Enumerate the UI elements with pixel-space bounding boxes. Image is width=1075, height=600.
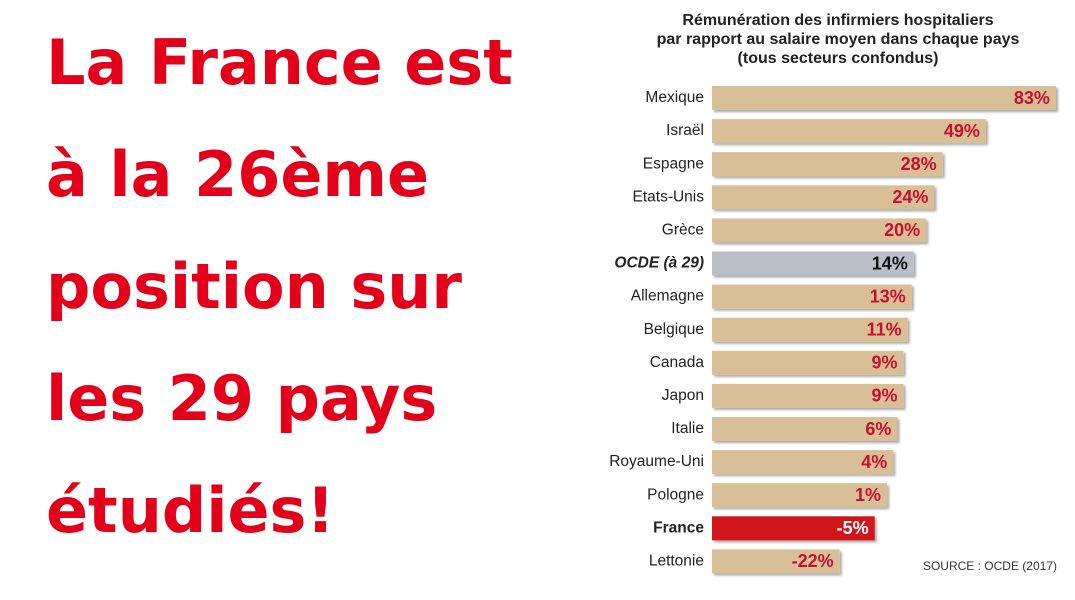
category-label: Lettonie — [649, 552, 704, 569]
category-label: Etats-Unis — [633, 188, 705, 205]
chart-title: par rapport au salaire moyen dans chaque… — [657, 31, 1020, 48]
bar — [712, 350, 904, 375]
bar — [712, 152, 943, 177]
bar — [712, 383, 904, 408]
headline-line: position sur — [46, 250, 462, 323]
bar — [712, 86, 1056, 110]
category-label: Canada — [650, 354, 705, 371]
category-label: Japon — [662, 387, 704, 404]
bar — [712, 549, 840, 574]
bar — [712, 251, 914, 276]
headline-line: à la 26ème — [46, 138, 429, 211]
value-label: 9% — [872, 353, 898, 373]
value-label: -5% — [837, 518, 869, 538]
value-label: 11% — [867, 319, 902, 339]
category-label: OCDE (à 29) — [614, 255, 704, 272]
category-label: Italie — [671, 420, 704, 437]
value-label: -22% — [792, 551, 834, 571]
category-label: Pologne — [647, 486, 704, 503]
chart-title: (tous secteurs confondus) — [738, 50, 939, 67]
chart-title: Rémunération des infirmiers hospitaliers — [682, 12, 993, 29]
value-label: 28% — [901, 154, 937, 174]
category-label: Mexique — [645, 89, 704, 106]
bar — [712, 450, 894, 475]
bar — [712, 119, 986, 144]
value-label: 1% — [855, 485, 881, 505]
value-label: 83% — [1014, 88, 1050, 108]
bar — [712, 284, 912, 309]
category-label: Grèce — [662, 221, 704, 238]
value-label: 20% — [884, 220, 920, 240]
value-label: 24% — [892, 187, 928, 207]
headline-line: étudiés! — [46, 474, 335, 547]
source: SOURCE : OCDE (2017) — [923, 559, 1057, 573]
value-label: 9% — [872, 386, 898, 406]
category-label: Belgique — [644, 321, 704, 338]
value-label: 14% — [872, 253, 908, 273]
bar — [712, 483, 888, 508]
bar — [712, 516, 875, 541]
category-label: Espagne — [643, 155, 704, 172]
bar — [712, 417, 898, 441]
category-label: Allemagne — [631, 288, 704, 305]
category-label: France — [653, 519, 704, 536]
headline-line: La France est — [46, 26, 513, 99]
category-label: Israël — [666, 122, 704, 139]
value-label: 13% — [870, 286, 906, 306]
headline-line: les 29 pays — [46, 362, 437, 435]
bar — [712, 185, 935, 210]
value-label: 49% — [944, 121, 980, 141]
value-label: 4% — [861, 452, 887, 472]
bar — [712, 218, 927, 243]
value-label: 6% — [865, 419, 891, 439]
category-label: Royaume-Uni — [609, 453, 704, 470]
bar — [712, 317, 908, 342]
